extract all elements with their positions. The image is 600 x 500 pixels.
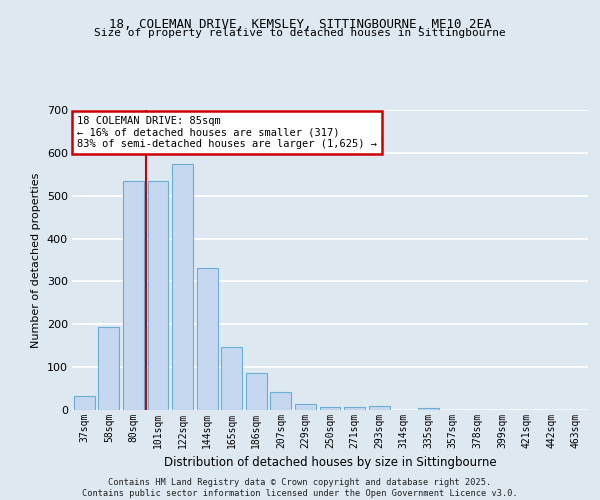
Bar bbox=[368, 406, 389, 410]
Text: 18 COLEMAN DRIVE: 85sqm
← 16% of detached houses are smaller (317)
83% of semi-d: 18 COLEMAN DRIVE: 85sqm ← 16% of detache… bbox=[77, 116, 377, 149]
Bar bbox=[148, 180, 169, 410]
Bar bbox=[123, 180, 144, 410]
Bar bbox=[172, 164, 193, 410]
Bar bbox=[295, 404, 316, 410]
Bar bbox=[221, 346, 242, 410]
Text: Size of property relative to detached houses in Sittingbourne: Size of property relative to detached ho… bbox=[94, 28, 506, 38]
Bar bbox=[320, 406, 340, 410]
Bar bbox=[246, 372, 267, 410]
Bar bbox=[197, 268, 218, 410]
Text: Contains HM Land Registry data © Crown copyright and database right 2025.
Contai: Contains HM Land Registry data © Crown c… bbox=[82, 478, 518, 498]
Y-axis label: Number of detached properties: Number of detached properties bbox=[31, 172, 41, 348]
Bar bbox=[344, 407, 365, 410]
Bar bbox=[271, 392, 292, 410]
Bar bbox=[98, 328, 119, 410]
Text: 18, COLEMAN DRIVE, KEMSLEY, SITTINGBOURNE, ME10 2EA: 18, COLEMAN DRIVE, KEMSLEY, SITTINGBOURN… bbox=[109, 18, 491, 30]
Bar bbox=[418, 408, 439, 410]
X-axis label: Distribution of detached houses by size in Sittingbourne: Distribution of detached houses by size … bbox=[164, 456, 496, 469]
Bar bbox=[74, 396, 95, 410]
